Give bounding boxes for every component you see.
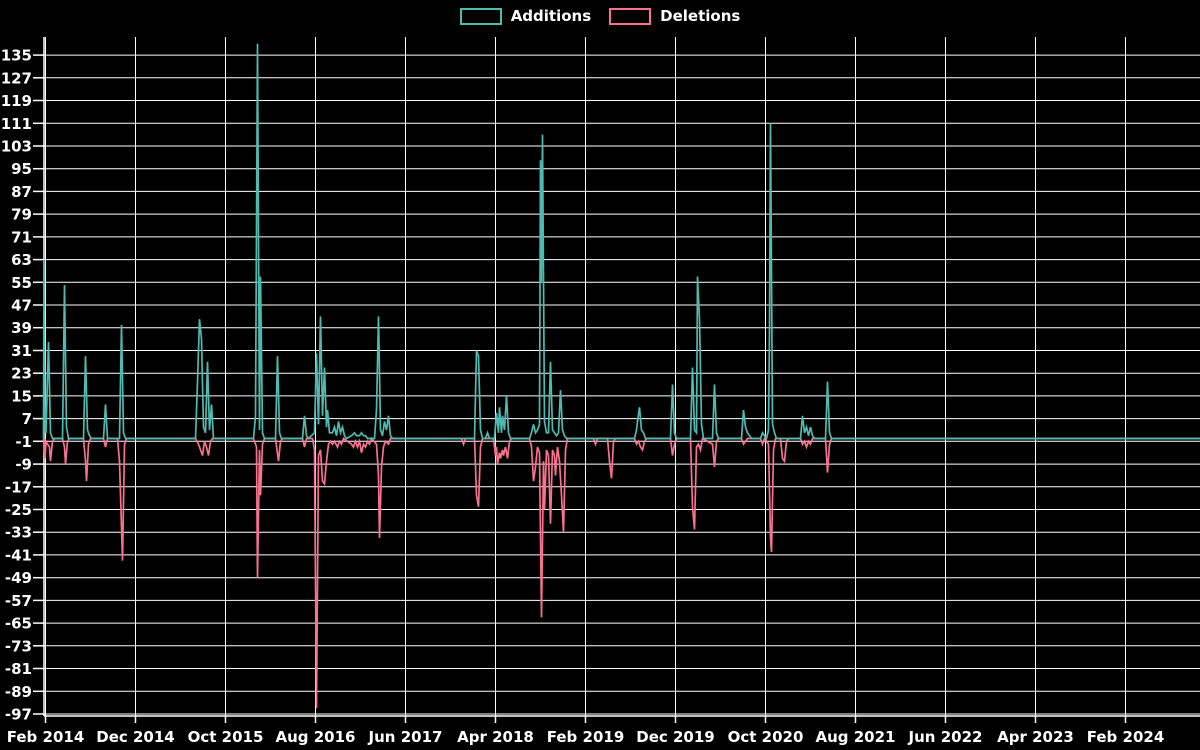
- legend-item-additions: Additions: [459, 7, 592, 25]
- y-tick-label: 87: [11, 183, 32, 201]
- y-tick-label: -49: [5, 569, 32, 587]
- x-tick-label: Dec 2014: [96, 728, 175, 746]
- y-tick-label: 47: [11, 297, 32, 315]
- additions-legend-label: Additions: [510, 7, 592, 25]
- y-tick-label: 63: [11, 251, 32, 269]
- y-tick-label: -65: [5, 615, 32, 633]
- chart-legend: Additions Deletions: [0, 7, 1200, 25]
- x-tick-label: Jun 2022: [908, 728, 983, 746]
- y-tick-label: 23: [11, 365, 32, 383]
- y-tick-label: -57: [5, 592, 32, 610]
- x-tick-label: Jun 2017: [368, 728, 443, 746]
- y-tick-label: -97: [5, 706, 32, 724]
- y-tick-label: -89: [5, 683, 32, 701]
- y-tick-label: -1: [15, 433, 32, 451]
- x-tick-label: Feb 2024: [1087, 728, 1165, 746]
- y-tick-label: 95: [11, 160, 32, 178]
- y-tick-label: 135: [1, 47, 32, 65]
- legend-item-deletions: Deletions: [609, 7, 740, 25]
- gridlines: [33, 37, 1200, 723]
- y-tick-label: 111: [1, 115, 32, 133]
- y-tick-label: -81: [5, 660, 32, 678]
- additions-swatch-icon: [459, 7, 502, 25]
- y-tick-label: 127: [1, 69, 32, 87]
- additions-series-line: [42, 43, 1200, 441]
- y-tick-label: 55: [11, 274, 32, 292]
- y-tick-label: -73: [5, 637, 32, 655]
- x-tick-label: Oct 2015: [188, 728, 264, 746]
- y-tick-label: -25: [5, 501, 32, 519]
- y-tick-label: 71: [11, 228, 32, 246]
- y-tick-label: -41: [5, 546, 32, 564]
- x-tick-label: Apr 2018: [457, 728, 534, 746]
- y-tick-label: 7: [22, 410, 32, 428]
- y-tick-label: 79: [11, 206, 32, 224]
- x-tick-label: Aug 2021: [816, 728, 896, 746]
- x-tick-label: Dec 2019: [636, 728, 715, 746]
- y-tick-label: 39: [11, 319, 32, 337]
- y-tick-label: -17: [5, 478, 32, 496]
- x-tick-label: Apr 2023: [997, 728, 1074, 746]
- y-tick-label: 103: [1, 138, 32, 156]
- y-tick-label: -9: [15, 456, 32, 474]
- y-tick-label: 119: [1, 92, 32, 110]
- y-tick-label: 31: [11, 342, 32, 360]
- y-tick-label: 15: [11, 387, 32, 405]
- deletions-legend-label: Deletions: [660, 7, 741, 25]
- x-tick-label: Oct 2020: [728, 728, 804, 746]
- x-tick-label: Aug 2016: [276, 728, 356, 746]
- y-tick-label: -33: [5, 524, 32, 542]
- deletions-series-line: [42, 436, 1200, 709]
- x-tick-label: Feb 2014: [7, 728, 85, 746]
- x-tick-label: Feb 2019: [547, 728, 625, 746]
- deletions-swatch-icon: [609, 7, 652, 25]
